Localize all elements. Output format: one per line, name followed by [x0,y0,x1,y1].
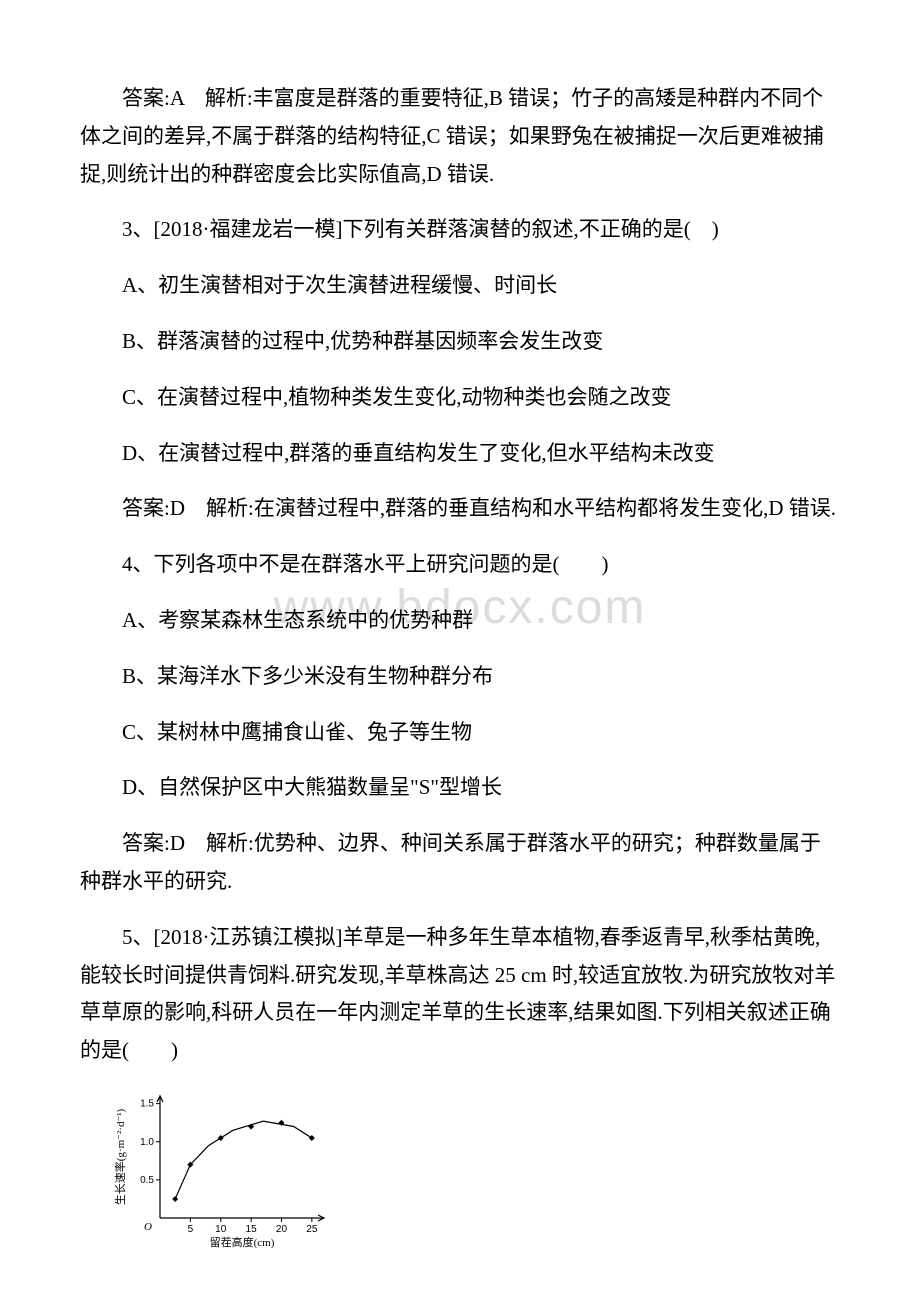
chart-svg: 0.5 1.0 1.5 5 10 15 20 25 O 生长速率(g·m⁻²·d⁻¹) 留茬高度(c… [112,1088,332,1248]
question-3-option-c: C、在演替过程中,植物种类发生变化,动物种类也会随之改变 [80,379,840,417]
question-4-stem: 4、下列各项中不是在群落水平上研究问题的是( ) [80,546,840,584]
question-4-option-a: A、考察某森林生态系统中的优势种群 [80,602,840,640]
svg-text:5: 5 [188,1224,194,1235]
question-3-option-a: A、初生演替相对于次生演替进程缓慢、时间长 [80,267,840,305]
question-5-stem: 5、[2018·江苏镇江模拟]羊草是一种多年生草本植物,春季返青早,秋季枯黄晚,… [80,919,840,1070]
svg-text:15: 15 [246,1224,258,1235]
question-4-option-b: B、某海洋水下多少米没有生物种群分布 [80,658,840,696]
svg-text:0.5: 0.5 [140,1175,154,1186]
svg-text:留茬高度(cm): 留茬高度(cm) [210,1235,275,1248]
svg-text:1.0: 1.0 [140,1137,154,1148]
answer-explanation-q2: 答案:A 解析:丰富度是群落的重要特征,B 错误；竹子的高矮是种群内不同个体之间… [80,80,840,193]
svg-text:10: 10 [215,1224,227,1235]
question-3-option-d: D、在演替过程中,群落的垂直结构发生了变化,但水平结构未改变 [80,435,840,473]
question-4-option-c: C、某树林中鹰捕食山雀、兔子等生物 [80,714,840,752]
svg-text:25: 25 [306,1224,318,1235]
svg-text:O: O [144,1221,152,1233]
question-3-stem: 3、[2018·福建龙岩一模]下列有关群落演替的叙述,不正确的是( ) [80,211,840,249]
question-4-option-d: D、自然保护区中大熊猫数量呈"S"型增长 [80,769,840,807]
svg-text:20: 20 [276,1224,288,1235]
answer-explanation-q4: 答案:D 解析:优势种、边界、种间关系属于群落水平的研究；种群数量属于种群水平的… [80,825,840,901]
document-content: 答案:A 解析:丰富度是群落的重要特征,B 错误；竹子的高矮是种群内不同个体之间… [80,80,840,1253]
svg-text:生长速率(g·m⁻²·d⁻¹): 生长速率(g·m⁻²·d⁻¹) [113,1108,127,1205]
answer-explanation-q3: 答案:D 解析:在演替过程中,群落的垂直结构和水平结构都将发生变化,D 错误. [80,490,840,528]
growth-rate-chart: 0.5 1.0 1.5 5 10 15 20 25 O 生长速率(g·m⁻²·d⁻¹) 留茬高度(c… [112,1088,840,1253]
svg-text:1.5: 1.5 [140,1099,154,1110]
question-3-option-b: B、群落演替的过程中,优势种群基因频率会发生改变 [80,323,840,361]
